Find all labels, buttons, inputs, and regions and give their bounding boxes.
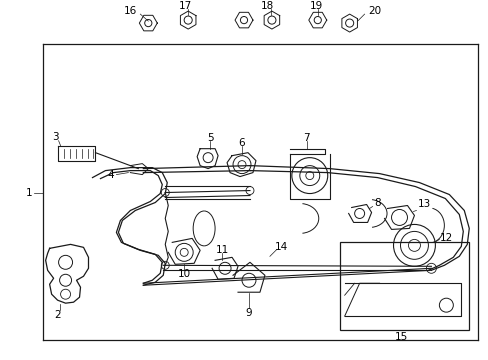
Text: 19: 19	[309, 1, 323, 11]
Text: 1: 1	[25, 188, 32, 198]
Text: 7: 7	[303, 133, 309, 143]
Text: 2: 2	[54, 310, 61, 320]
Text: 5: 5	[206, 133, 213, 143]
Text: 4: 4	[107, 170, 114, 180]
Text: 9: 9	[245, 308, 252, 318]
Text: 14: 14	[275, 242, 288, 252]
Text: 3: 3	[52, 132, 59, 142]
Text: 13: 13	[417, 199, 430, 210]
Bar	[339, 242, 468, 330]
Text: 8: 8	[373, 198, 380, 207]
Text: 6: 6	[238, 138, 245, 148]
Text: 10: 10	[177, 269, 190, 279]
Text: 20: 20	[367, 6, 380, 16]
Text: 15: 15	[394, 332, 407, 342]
Text: 16: 16	[123, 6, 137, 16]
Text: 17: 17	[178, 1, 191, 11]
Text: 12: 12	[439, 233, 452, 243]
Text: 18: 18	[261, 1, 274, 11]
Text: 11: 11	[215, 246, 228, 255]
